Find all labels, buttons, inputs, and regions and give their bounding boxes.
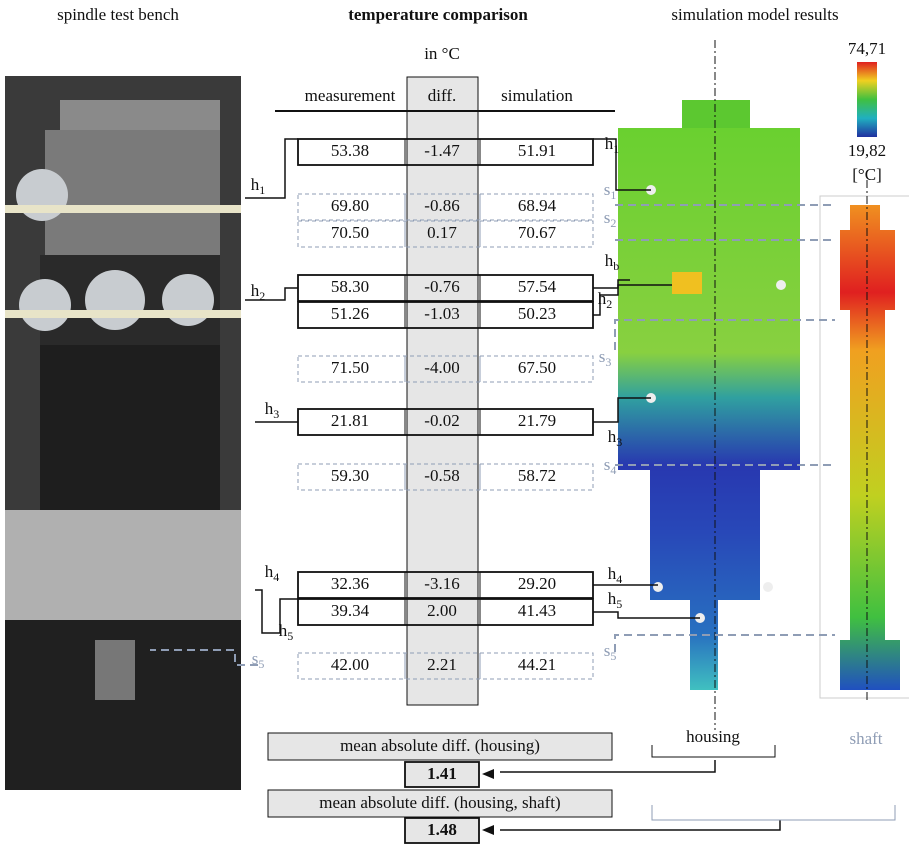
column-header: measurement [305,86,396,105]
cell: -0.58 [424,466,459,485]
unit: in °C [424,44,460,63]
photo [5,76,241,790]
sensor-label: h5 [279,621,294,643]
cell: -0.02 [424,411,459,430]
cell: 68.94 [518,196,557,215]
sensor-index: 5 [616,597,622,611]
column-header: diff. [428,86,457,105]
sensor-index: 5 [287,629,293,643]
cell: 21.79 [518,411,556,430]
column-header: simulation [501,86,573,105]
sensor-index: 3 [616,435,622,449]
brackets [652,745,895,820]
cell: 42.00 [331,655,369,674]
figure: mean absolute diff. (housing) 1.41 mean ab… [0,0,909,845]
sensor-label: h1 [251,175,266,197]
cell: 70.50 [331,223,369,242]
cell: -4.00 [424,358,459,377]
cell: 59.30 [331,466,369,485]
sensor-index: 4 [616,572,622,586]
cell: 39.34 [331,601,370,620]
cell: -1.03 [424,304,459,323]
sensor-label: h2 [251,281,266,303]
sensor-index: 1 [259,183,265,197]
colorbar-min: 19,82 [848,141,886,160]
cell: -1.47 [424,141,460,160]
sensor-index: 2 [259,289,265,303]
sensor-letter: s [604,208,611,227]
cell: -0.76 [424,277,459,296]
housing-model [618,40,800,730]
sensor-label: h4 [265,562,280,584]
sensor-index: b [613,259,619,273]
sensor-index: 5 [610,649,616,663]
cell: 71.50 [331,358,369,377]
cell: 2.21 [427,655,457,674]
model-label: housing [686,727,740,746]
cell: 41.43 [518,601,556,620]
cell: 51.26 [331,304,369,323]
summary-label: mean absolute diff. (housing, shaft) [319,793,560,812]
model-label: shaft [849,729,882,748]
cell: 58.30 [331,277,369,296]
sensor-letter: s [599,347,606,366]
cell: -0.86 [424,196,459,215]
sensor-letter: s [252,649,259,668]
cell: 2.00 [427,601,457,620]
cell: 51.91 [518,141,556,160]
sensor-index: 2 [610,216,616,230]
sensor-label: h3 [265,399,280,421]
cell: 57.54 [518,277,557,296]
sensor-index: 1 [610,188,616,202]
sensor-index: 4 [610,463,616,477]
colorbar-unit: [°C] [852,165,881,184]
sensor-label: h5 [608,589,623,611]
sensor-label: s4 [604,455,617,477]
cell: 29.20 [518,574,556,593]
sensor-index: 4 [273,570,279,584]
sensor-label: h4 [608,564,623,586]
summary-label: mean absolute diff. (housing) [340,736,540,755]
sensor-index: 2 [606,297,612,311]
cell: 32.36 [331,574,369,593]
cell: 44.21 [518,655,556,674]
sensor-letter: s [604,641,611,660]
cell: 53.38 [331,141,369,160]
summary-value: 1.41 [427,764,457,783]
arrow-head [482,769,494,779]
sensor-label: s2 [604,208,617,230]
heading: spindle test bench [57,5,179,24]
cell: 58.72 [518,466,556,485]
heading: temperature comparison [348,5,528,24]
sensor-letter: s [604,455,611,474]
sensor-index: 5 [258,657,264,671]
sensor-label: s1 [604,180,617,202]
sensor-label: s3 [599,347,612,369]
summary-value: 1.48 [427,820,457,839]
heading: simulation model results [671,5,838,24]
sensor-label: h1 [605,134,620,156]
sensor-letter: s [604,180,611,199]
shaft-model [820,180,909,700]
cell: 0.17 [427,223,457,242]
cell: -3.16 [424,574,459,593]
colorbar [857,62,877,137]
summary: mean absolute diff. (housing) 1.41 mean ab… [268,733,612,843]
sensor-label: hb [605,251,620,273]
cell: 50.23 [518,304,556,323]
sensor-index: 3 [273,407,279,421]
sensor-label: h2 [598,289,613,311]
colorbar-max: 74,71 [848,39,886,58]
cell: 70.67 [518,223,557,242]
cell: 69.80 [331,196,369,215]
sensor-index: 1 [613,142,619,156]
arrow-head [482,825,494,835]
sensor-label: s5 [252,649,265,671]
sensor-index: 3 [605,355,611,369]
cell: 67.50 [518,358,556,377]
cell: 21.81 [331,411,369,430]
